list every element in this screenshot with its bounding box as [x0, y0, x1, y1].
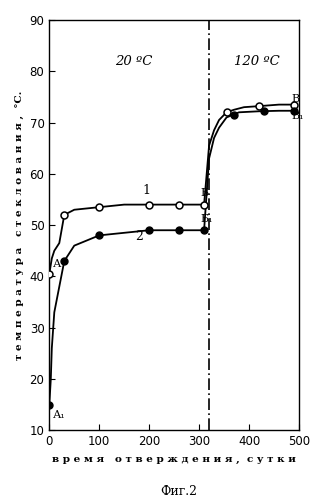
Text: А₁: А₁ [53, 410, 66, 420]
Text: 120 ºC: 120 ºC [234, 54, 280, 67]
Text: Б: Б [200, 189, 208, 199]
Text: 2: 2 [135, 230, 143, 243]
Text: 1: 1 [143, 184, 151, 197]
Text: Фиг.2: Фиг.2 [160, 485, 197, 498]
Text: В: В [292, 94, 300, 104]
Text: 20 ºC: 20 ºC [115, 54, 153, 67]
Text: А: А [53, 258, 62, 268]
Y-axis label: т е м п е р а т у р а   с т е к л о в а н и я ,  °С.: т е м п е р а т у р а с т е к л о в а н … [15, 90, 24, 360]
X-axis label: в р е м я   о т в е р ж д е н и я ,  с у т к и: в р е м я о т в е р ж д е н и я , с у т … [52, 455, 296, 464]
Text: Б₁: Б₁ [200, 214, 213, 224]
Text: В₁: В₁ [292, 111, 304, 121]
